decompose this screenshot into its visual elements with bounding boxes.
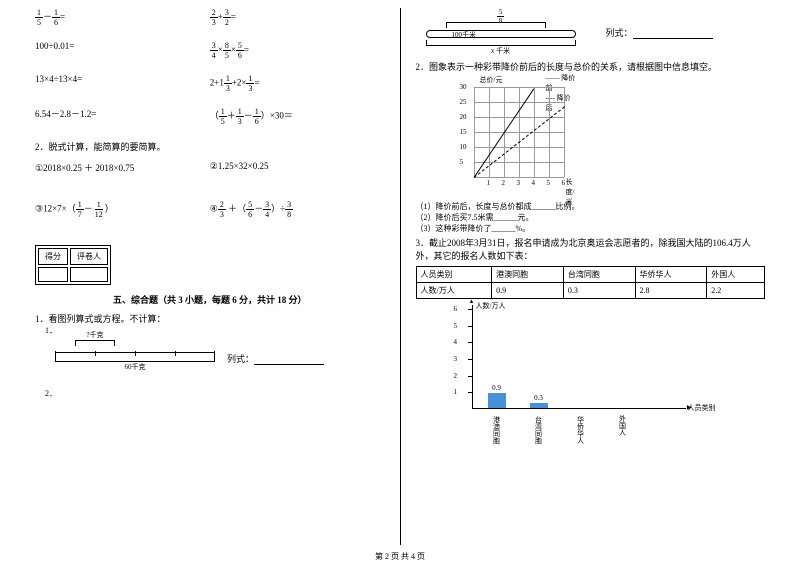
q2-1: （1）降价前后，长度与总价都成______比例。	[416, 201, 766, 212]
score-box: 得分评卷人	[35, 245, 111, 285]
d2-label: 列式：	[606, 26, 713, 39]
q2d: ④23 ＋（56－34）÷38	[210, 200, 385, 219]
page-footer: 第 2 页 共 4 页	[0, 551, 800, 562]
eq-4b: （15＋13－16）×30＝	[210, 107, 385, 126]
q3: 3．截止2008年3月31日，报名申请成为北京奥运会志愿者的，除我国大陆的106…	[416, 236, 766, 262]
line-chart: 总价/元 —— 降价前 ---- 降价后 51102153204255306 长…	[456, 77, 576, 197]
q2-2: （2）降价后买7.5米需______元。	[416, 212, 766, 223]
bar-chart: 人数/万人 人员类别 1234560.9港澳同胞0.3台湾同胞华侨华人外国人	[446, 305, 686, 425]
left-column: 15－16= 23+32= 100÷0.01= 34×85×56= 13×4÷1…	[20, 8, 400, 545]
q5-1-2: 2．	[45, 388, 385, 399]
section5-title: 五、综合题（共 3 小题，每题 6 分，共计 18 分）	[35, 293, 385, 306]
q2c: ③12×7×（17－112）	[35, 200, 210, 219]
diagram-2: 58 100千米 x 千米	[416, 8, 586, 56]
eq-3a: 13×4÷13×4=	[35, 74, 210, 93]
q5-1: 1．看图列算式或方程。不计算：	[35, 312, 385, 325]
eq-2a: 100÷0.01=	[35, 41, 210, 60]
eq-3b: 2+113+2×13=	[210, 74, 385, 93]
q2-3: （3）这种彩带降价了______%。	[416, 223, 766, 234]
q2-heading: 2．脱式计算，能简算的要简算。	[35, 140, 385, 153]
eq-1a: 15－16=	[35, 8, 210, 27]
diagram-1: ?千克 60千克	[55, 340, 215, 376]
q2b: ②1.25×32×0.25	[210, 161, 385, 174]
eq-1b: 23+32=	[210, 8, 385, 27]
data-table: 人员类别港澳同胞台湾同胞华侨华人外国人 人数/万人0.90.32.82.2	[416, 266, 766, 299]
eq-4a: 6.54－2.8－1.2=	[35, 107, 210, 126]
eq-2b: 34×85×56=	[210, 41, 385, 60]
q2-right: 2．图象表示一种彩带降价前后的长度与总价的关系，请根据图中信息填空。	[416, 60, 766, 73]
q2a: ①2018×0.25 ＋ 2018×0.75	[35, 161, 210, 174]
right-column: 58 100千米 x 千米 列式： 2．图象表示一种彩带降价前后的长度与总价的关…	[401, 8, 781, 545]
d1-label: 列式：	[227, 352, 324, 365]
